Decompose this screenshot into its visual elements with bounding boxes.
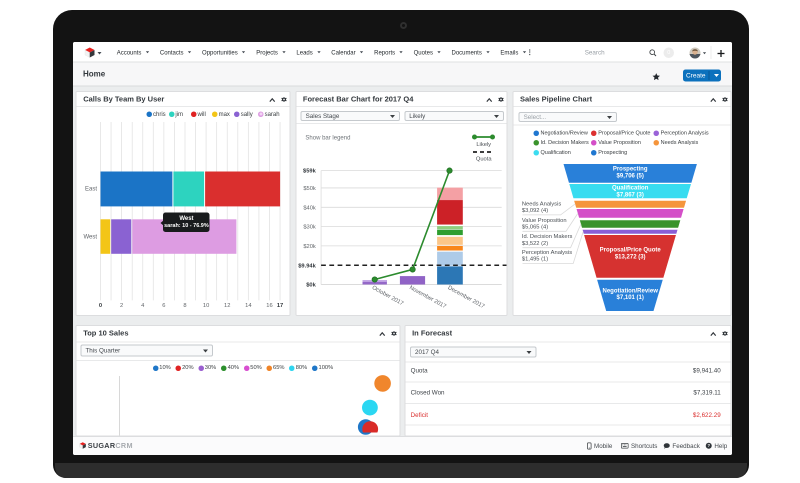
svg-text:?: ? (707, 443, 710, 448)
svg-text:East: East (85, 186, 97, 192)
svg-text:14: 14 (245, 303, 252, 309)
svg-text:4: 4 (141, 303, 145, 309)
svg-text:$1,495 (1): $1,495 (1) (522, 257, 548, 263)
svg-text:$5,065 (4): $5,065 (4) (522, 224, 548, 230)
svg-text:October 2017: October 2017 (370, 285, 403, 307)
svg-text:Qualification: Qualification (612, 186, 649, 192)
svg-text:17: 17 (277, 303, 283, 309)
svg-text:Id. Decision Makers: Id. Decision Makers (522, 234, 573, 240)
svg-text:8: 8 (183, 303, 186, 309)
svg-text:$20k: $20k (303, 244, 316, 250)
svg-text:Negotiation/Review: Negotiation/Review (602, 288, 658, 294)
svg-text:$0k: $0k (306, 282, 316, 288)
svg-text:November 2017: November 2017 (408, 285, 447, 310)
svg-text:$7,867 (3): $7,867 (3) (616, 193, 643, 199)
svg-text:$9,706 (5): $9,706 (5) (616, 174, 643, 180)
svg-text:$3,522 (2): $3,522 (2) (522, 241, 548, 247)
svg-text:Needs Analysis: Needs Analysis (522, 201, 561, 207)
svg-text:Perception Analysis: Perception Analysis (522, 250, 572, 256)
svg-text:Prospecting: Prospecting (613, 166, 648, 172)
svg-text:West: West (83, 234, 97, 240)
svg-text:$59k: $59k (303, 169, 317, 175)
svg-text:12: 12 (224, 303, 230, 309)
svg-text:$40k: $40k (303, 205, 316, 211)
svg-text:2: 2 (120, 303, 123, 309)
svg-text:$3,092 (4): $3,092 (4) (522, 208, 548, 214)
svg-text:16: 16 (266, 303, 272, 309)
svg-text:December 2017: December 2017 (446, 285, 485, 310)
svg-text:Value Proposition: Value Proposition (522, 218, 567, 224)
svg-text:$9.94k: $9.94k (298, 263, 316, 269)
svg-text:10: 10 (203, 303, 209, 309)
svg-text:Proposal/Price Quote: Proposal/Price Quote (599, 247, 661, 253)
svg-text:0: 0 (99, 303, 102, 309)
svg-text:$50k: $50k (303, 186, 316, 192)
svg-text:$7,101 (1): $7,101 (1) (616, 295, 643, 301)
svg-text:6: 6 (162, 303, 165, 309)
svg-text:$13,272 (3): $13,272 (3) (615, 254, 646, 260)
svg-text:$30k: $30k (303, 225, 316, 231)
